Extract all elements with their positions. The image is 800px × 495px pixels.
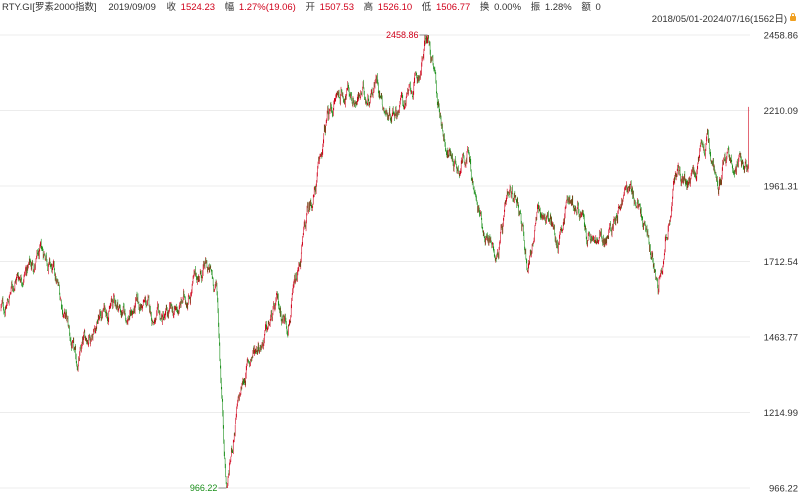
grid-lines [0, 34, 750, 489]
change-value: 1.27%(19.06) [238, 2, 296, 13]
quote-date: 2019/09/09 [108, 2, 156, 13]
y-tick-label: 2458.86 [764, 31, 798, 42]
y-tick-label: 1961.31 [764, 182, 798, 193]
turnover-label: 换 [479, 2, 490, 13]
close-value: 1524.23 [180, 2, 216, 13]
high-label: 高 [363, 2, 374, 13]
low-label: 低 [421, 2, 432, 13]
annotations: 2458.86 966.22 [190, 30, 428, 493]
amplitude-value: 1.28% [544, 2, 572, 13]
max-label: 2458.86 [386, 30, 419, 40]
close-label: 收 [166, 2, 177, 13]
y-tick-label: 2210.09 [764, 106, 798, 117]
date-range-label: 2018/05/01-2024/07/16(1562日) [651, 14, 787, 25]
high-value: 1526.10 [377, 2, 413, 13]
y-tick-label: 1712.54 [764, 257, 798, 268]
change-label: 幅 [224, 2, 235, 13]
quote-info-bar: RTY.GI[罗素2000指数] 2019/09/09 收 1524.23 幅 … [0, 0, 800, 16]
amount-label: 额 [581, 2, 591, 13]
amount-value: 0 [595, 2, 601, 13]
amplitude-label: 振 [530, 2, 541, 13]
turnover-value: 0.00% [494, 2, 522, 13]
low-value: 1506.77 [435, 2, 471, 13]
y-tick-label: 1463.77 [764, 332, 798, 343]
ticker-label: RTY.GI[罗素2000指数] [2, 2, 97, 13]
open-value: 1507.53 [319, 2, 354, 13]
candles [0, 35, 749, 488]
lock-icon[interactable] [790, 13, 796, 21]
y-tick-label: 966.22 [769, 484, 798, 495]
y-axis: 2458.86 2210.09 1961.31 1712.54 1463.77 1214.… [764, 31, 798, 495]
min-label: 966.22 [190, 483, 218, 493]
y-tick-label: 1214.99 [764, 408, 798, 419]
open-label: 开 [305, 2, 316, 13]
date-range-bar[interactable]: 2018/05/01-2024/07/16(1562日) [652, 13, 796, 27]
